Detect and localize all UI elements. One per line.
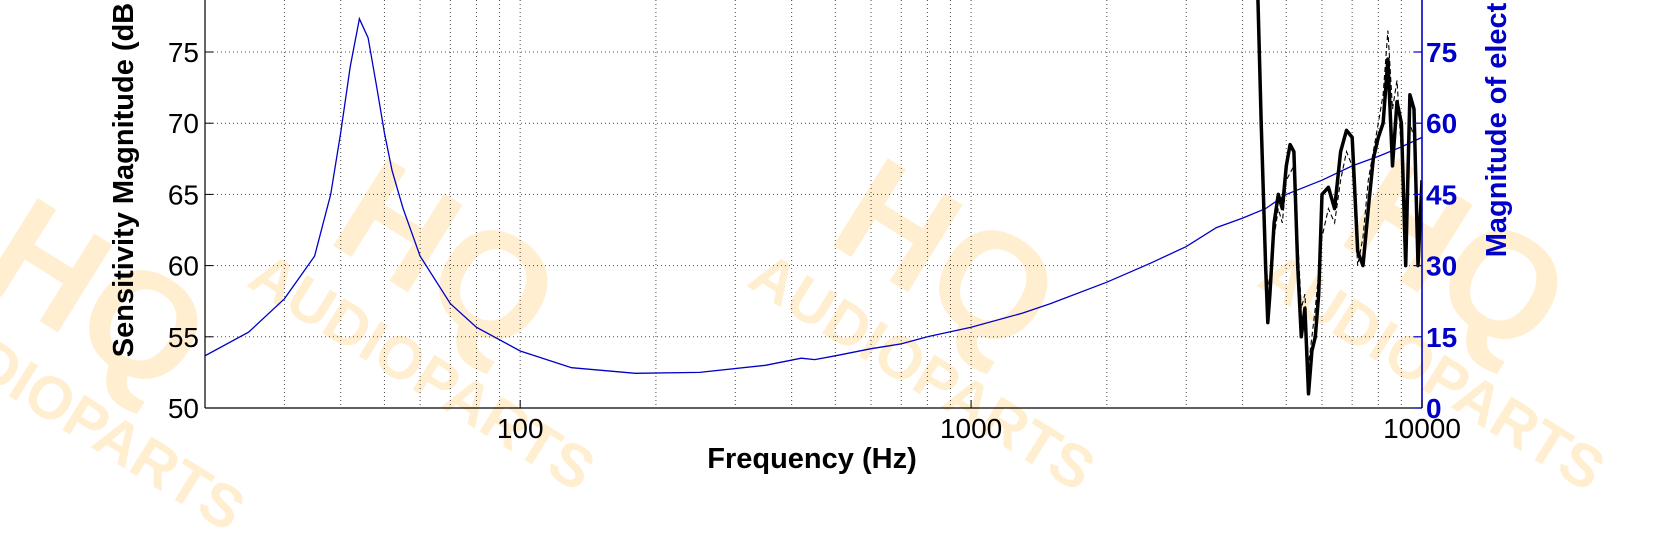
- series-line-thin-blue: [205, 16, 1422, 374]
- y-tick-label-left: 75: [168, 37, 199, 68]
- y-tick-label-left: 50: [168, 393, 199, 424]
- y-tick-label-left: 70: [168, 108, 199, 139]
- y-tick-label-right: 60: [1426, 108, 1457, 139]
- axes: [204, 0, 1423, 409]
- y-tick-label-right: 45: [1426, 179, 1457, 210]
- series-layer: [205, 0, 1422, 396]
- x-tick-label: 1000: [940, 413, 1002, 444]
- y-ticks-left: 50 55 60 65 70 75: [168, 37, 213, 424]
- series-line-thin-dashed-black: [1260, 30, 1422, 366]
- y-tick-label-right: 30: [1426, 251, 1457, 282]
- y-tick-label-right: 15: [1426, 322, 1457, 353]
- y-tick-label-left: 55: [168, 322, 199, 353]
- y-tick-label-right: 0: [1426, 393, 1442, 424]
- x-tick-label: 100: [497, 413, 544, 444]
- x-tick-label: 10000: [1383, 413, 1461, 444]
- y-axis-label-right: Magnitude of elect: [1481, 2, 1513, 257]
- y-ticks-right: 0 15 30 45 60 75: [1414, 37, 1457, 424]
- y-tick-label-right: 75: [1426, 37, 1457, 68]
- series-line-thick-black: [1256, 0, 1422, 396]
- y-tick-label-left: 65: [168, 179, 199, 210]
- y-axis-label-left: Sensitivity Magnitude (dB: [108, 3, 140, 357]
- x-ticks: 100 1000 10000: [497, 400, 1461, 444]
- y-tick-label-left: 60: [168, 251, 199, 282]
- x-axis-label: Frequency (Hz): [707, 443, 916, 475]
